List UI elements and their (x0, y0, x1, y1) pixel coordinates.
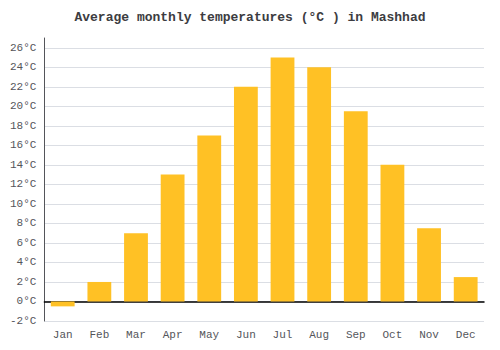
svg-text:Dec: Dec (456, 329, 476, 341)
svg-text:0°C: 0°C (17, 295, 37, 307)
svg-text:-2°C: -2°C (10, 315, 37, 327)
svg-text:22°C: 22°C (10, 81, 37, 93)
svg-text:18°C: 18°C (10, 120, 37, 132)
svg-text:24°C: 24°C (10, 61, 37, 73)
svg-text:12°C: 12°C (10, 178, 37, 190)
svg-text:20°C: 20°C (10, 100, 37, 112)
svg-text:Mar: Mar (126, 329, 146, 341)
svg-text:8°C: 8°C (17, 217, 37, 229)
svg-text:10°C: 10°C (10, 198, 37, 210)
svg-text:Apr: Apr (163, 329, 183, 341)
svg-text:26°C: 26°C (10, 42, 37, 54)
svg-text:Aug: Aug (309, 329, 329, 341)
svg-text:May: May (199, 329, 219, 341)
svg-text:Jun: Jun (236, 329, 256, 341)
svg-text:Feb: Feb (89, 329, 109, 341)
svg-text:Sep: Sep (346, 329, 366, 341)
svg-text:6°C: 6°C (17, 237, 37, 249)
svg-text:14°C: 14°C (10, 159, 37, 171)
svg-text:Average monthly temperatures (: Average monthly temperatures (°C ) in Ma… (74, 10, 425, 25)
svg-text:4°C: 4°C (17, 256, 37, 268)
svg-text:2°C: 2°C (17, 276, 37, 288)
svg-text:Oct: Oct (383, 329, 403, 341)
svg-text:16°C: 16°C (10, 139, 37, 151)
svg-text:Jan: Jan (53, 329, 73, 341)
svg-text:Jul: Jul (273, 329, 293, 341)
svg-text:Nov: Nov (419, 329, 439, 341)
